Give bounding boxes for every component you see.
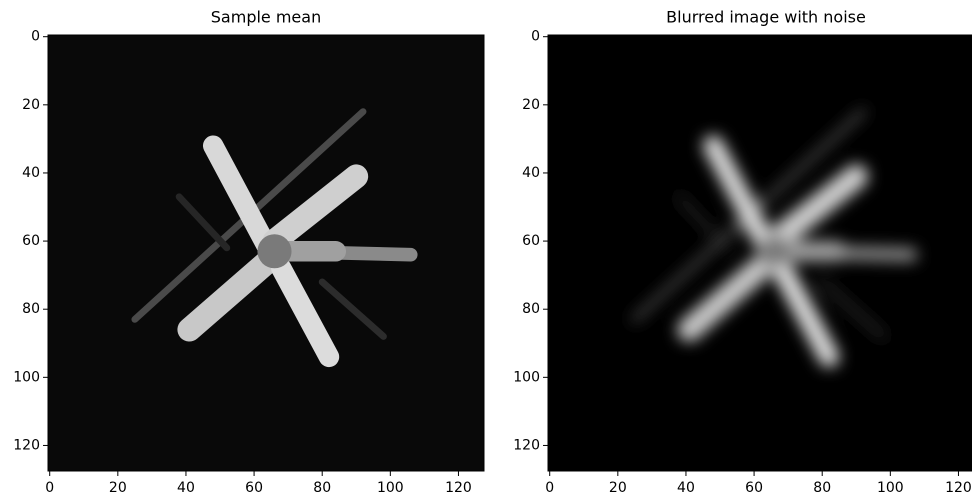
x-tick-label: 120 xyxy=(445,480,472,496)
y-tick-label: 60 xyxy=(522,233,540,249)
x-tick-label: 40 xyxy=(177,480,195,496)
y-tick-label: 0 xyxy=(31,29,40,45)
x-tick-label: 20 xyxy=(109,480,127,496)
y-tick-label: 100 xyxy=(513,369,540,385)
axes-frame xyxy=(47,34,485,472)
x-tick-label: 100 xyxy=(877,480,904,496)
axes-frame xyxy=(547,34,972,472)
y-tick-label: 100 xyxy=(13,369,40,385)
x-tick-label: 80 xyxy=(813,480,831,496)
y-tick-label: 120 xyxy=(13,437,40,453)
chart-title: Sample mean xyxy=(211,8,321,27)
x-tick-label: 40 xyxy=(677,480,695,496)
y-tick-label: 40 xyxy=(22,165,40,181)
x-tick-label: 120 xyxy=(945,480,972,496)
x-tick-label: 0 xyxy=(45,480,54,496)
y-tick-label: 40 xyxy=(522,165,540,181)
y-tick-label: 20 xyxy=(522,97,540,113)
x-tick-label: 80 xyxy=(313,480,331,496)
x-tick-label: 20 xyxy=(609,480,627,496)
chart-title: Blurred image with noise xyxy=(666,8,866,27)
x-tick-label: 60 xyxy=(245,480,263,496)
x-tick-label: 0 xyxy=(545,480,554,496)
y-tick-label: 60 xyxy=(22,233,40,249)
y-tick-label: 80 xyxy=(522,301,540,317)
y-tick-label: 80 xyxy=(22,301,40,317)
y-tick-label: 0 xyxy=(531,29,540,45)
image-left xyxy=(48,35,484,471)
image-right xyxy=(548,35,972,471)
y-tick-label: 120 xyxy=(513,437,540,453)
y-tick-label: 20 xyxy=(22,97,40,113)
x-tick-label: 60 xyxy=(745,480,763,496)
x-tick-label: 100 xyxy=(377,480,404,496)
